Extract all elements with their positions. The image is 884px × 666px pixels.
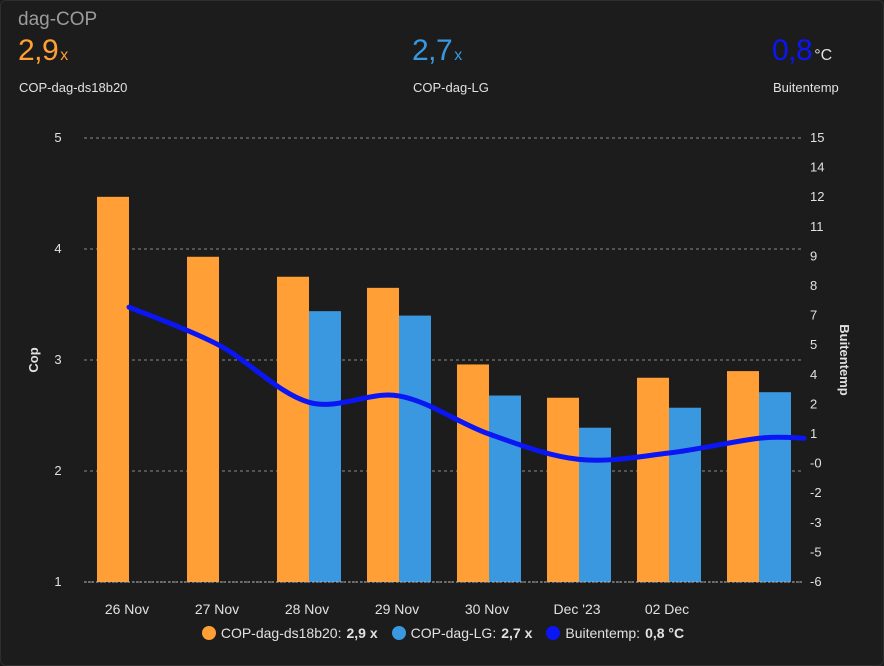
y2-tick-label: 12 <box>810 189 824 204</box>
stat-name: COP-dag-ds18b20 <box>19 80 128 95</box>
y2-tick-label: 11 <box>810 219 824 234</box>
y2-tick-label: 14 <box>810 160 824 175</box>
legend-item-buitentemp[interactable]: Buitentemp: 0,8 °C <box>546 625 684 641</box>
stat-value: 2,9 <box>18 34 59 67</box>
bar-cop-lg <box>489 395 521 582</box>
bar-cop-lg <box>309 311 341 582</box>
y2-tick-label: 7 <box>810 308 817 323</box>
legend-value: 0,8 °C <box>645 625 685 641</box>
stat-cop-lg[interactable]: 2,7 x COP-dag-LG <box>412 34 489 95</box>
legend-item-cop-ds18b20[interactable]: COP-dag-ds18b20: 2,9 x <box>201 625 378 641</box>
stat-value: 0,8 <box>772 34 813 67</box>
legend-dot-orange <box>201 626 216 640</box>
stat-name: COP-dag-LG <box>413 80 489 95</box>
y2-tick-label: -2 <box>810 485 822 500</box>
x-tick-label: 28 Nov <box>285 601 329 617</box>
y2-tick-label: 1 <box>810 426 817 441</box>
bar-cop-ds18b20 <box>187 256 219 582</box>
bar-cop-lg <box>399 315 431 582</box>
y2-tick-label: 2 <box>810 396 817 411</box>
x-tick-label: 27 Nov <box>195 601 239 617</box>
y-tick-label: 4 <box>54 241 61 256</box>
y-tick-label: 2 <box>54 463 61 478</box>
y2-tick-label: 9 <box>810 248 817 263</box>
stat-unit: x <box>60 47 69 64</box>
bar-cop-ds18b20 <box>637 377 669 582</box>
bar-cop-ds18b20 <box>277 276 309 582</box>
y2-axis-title: Buitentemp <box>837 324 852 396</box>
y-axis-title: Cop <box>26 347 41 372</box>
legend-value: 2,7 x <box>501 625 533 641</box>
y2-tick-label: -3 <box>810 515 822 530</box>
stat-value: 2,7 <box>412 34 453 67</box>
y-tick-label: 5 <box>54 130 61 145</box>
x-tick-label: 29 Nov <box>375 601 419 617</box>
y2-tick-label: 4 <box>810 367 817 382</box>
y2-tick-label: 8 <box>810 278 817 293</box>
line-buitentemp <box>126 304 807 463</box>
x-tick-label: Dec '23 <box>553 601 600 617</box>
chart-legend: COP-dag-ds18b20: 2,9 x COP-dag-LG: 2,7 x… <box>1 625 884 641</box>
bar-cop-ds18b20 <box>367 287 399 582</box>
stat-buitentemp[interactable]: 0,8 °C Buitentemp <box>772 34 839 95</box>
x-tick-label: 30 Nov <box>465 601 509 617</box>
bar-cop-ds18b20 <box>727 371 759 582</box>
x-tick-label: 26 Nov <box>105 601 149 617</box>
y2-tick-label: -5 <box>810 544 822 559</box>
y-tick-label: 1 <box>54 574 61 589</box>
bar-cop-ds18b20 <box>547 397 579 582</box>
stat-unit: °C <box>814 47 833 64</box>
legend-dot-dark-blue <box>546 626 561 640</box>
card-title: dag-COP <box>18 9 98 30</box>
bar-cop-ds18b20 <box>457 364 489 582</box>
stat-cop-ds18b20[interactable]: 2,9 x COP-dag-ds18b20 <box>18 34 127 95</box>
legend-item-cop-lg[interactable]: COP-dag-LG: 2,7 x <box>391 625 533 641</box>
y2-tick-label: -6 <box>810 574 822 589</box>
y2-tick-label: 5 <box>810 337 817 352</box>
legend-label: COP-dag-LG: <box>410 625 497 641</box>
stat-unit: x <box>454 47 463 64</box>
x-tick-label: 02 Dec <box>645 601 689 617</box>
stat-name: Buitentemp <box>773 80 839 95</box>
bar-cop-ds18b20 <box>97 196 129 582</box>
y2-tick-label: -0 <box>810 456 822 471</box>
bar-cop-lg <box>759 392 791 582</box>
y-tick-label: 3 <box>54 352 61 367</box>
bar-cop-lg <box>669 407 701 582</box>
legend-value: 2,9 x <box>346 625 378 641</box>
legend-label: Buitentemp: <box>565 625 641 641</box>
legend-label: COP-dag-ds18b20: <box>220 625 342 641</box>
legend-dot-blue <box>391 626 406 640</box>
bar-cop-lg <box>579 427 611 582</box>
y2-tick-label: 15 <box>810 130 824 145</box>
